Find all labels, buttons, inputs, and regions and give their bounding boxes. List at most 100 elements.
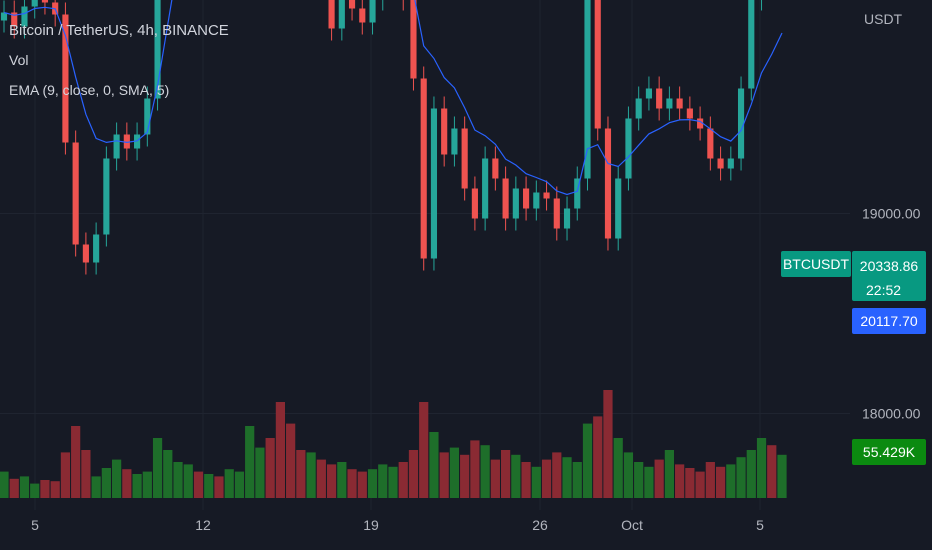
candle-body	[512, 188, 519, 219]
time-tick-label: 12	[195, 517, 211, 533]
candle-body	[502, 178, 509, 219]
volume-bar	[705, 462, 715, 498]
volume-bar	[30, 483, 40, 498]
candle-body	[553, 198, 560, 229]
volume-bar	[81, 450, 91, 498]
currency-label: USDT	[864, 11, 903, 27]
time-tick-label: 19	[363, 517, 379, 533]
time-tick-label: Oct	[621, 517, 643, 533]
candle-body	[635, 98, 642, 119]
volume-bar	[347, 469, 357, 498]
candle-body	[31, 0, 38, 7]
volume-bar	[408, 450, 419, 498]
volume-bar	[511, 454, 521, 498]
time-tick-label: 5	[31, 517, 39, 533]
volume-bar	[0, 471, 9, 498]
volume-bar	[767, 445, 777, 498]
candle-body	[676, 98, 683, 109]
candle-body	[338, 0, 345, 29]
volume-bar	[644, 466, 654, 498]
volume-bar	[572, 462, 582, 498]
candle-body	[0, 12, 8, 21]
candle-body	[697, 118, 704, 129]
volume-bar	[378, 464, 388, 498]
ema-value: 20117.70	[860, 313, 918, 329]
candle-body	[11, 12, 18, 27]
volume-bar	[500, 450, 511, 498]
volume-bar	[398, 462, 408, 498]
candle-body	[574, 178, 581, 209]
volume-bar	[388, 466, 398, 498]
candle-body	[62, 14, 69, 143]
candle-body	[113, 134, 120, 159]
volume-bar	[439, 452, 449, 498]
volume-bar	[582, 423, 593, 498]
volume-bar	[337, 462, 347, 498]
volume-bar	[675, 464, 685, 498]
candle-body	[656, 88, 663, 109]
candle-body	[737, 88, 745, 159]
candle-body	[134, 134, 141, 149]
ema-value-tag	[852, 308, 926, 334]
volume-bar	[275, 402, 286, 498]
candle-body	[72, 142, 79, 245]
ema-legend: EMA (9, close, 0, SMA, 5)	[9, 82, 170, 98]
candle-body	[41, 0, 49, 3]
volume-bar	[777, 454, 787, 498]
volume-bar	[715, 466, 726, 498]
time-tick-label: 26	[532, 517, 548, 533]
volume-bar	[593, 416, 603, 498]
candle-body	[492, 158, 499, 179]
volume-bar	[357, 471, 367, 498]
candle-body	[430, 108, 438, 259]
candle-body	[348, 0, 356, 9]
volume-bar	[60, 452, 71, 498]
volume-bar	[173, 462, 183, 498]
volume-bar	[101, 468, 111, 498]
candle-body	[471, 188, 478, 219]
volume-bar	[91, 476, 101, 498]
candle-body	[533, 192, 540, 209]
volume-bar	[142, 471, 152, 498]
candle-body	[543, 192, 550, 199]
volume-bar	[746, 450, 756, 498]
candle-body	[144, 98, 151, 135]
candle-body	[123, 134, 130, 149]
candle-body	[727, 158, 734, 169]
chart-title: Bitcoin / TetherUS, 4h, BINANCE	[9, 22, 229, 39]
volume-bar	[326, 464, 337, 498]
price-tick-label: 18000.00	[862, 406, 921, 422]
volume-bar	[183, 464, 193, 498]
candle-body	[441, 108, 448, 155]
last-price-tag	[852, 251, 926, 301]
ema-line	[3, 0, 783, 196]
volume-bar	[429, 432, 439, 498]
volume-bar	[193, 471, 204, 498]
volume-bar	[204, 474, 214, 498]
candle-body	[717, 158, 724, 169]
volume-bar	[756, 438, 767, 498]
volume-bar	[152, 438, 163, 498]
price-tick-label: 19000.00	[862, 206, 921, 222]
volume-bar	[306, 452, 316, 498]
candle-body	[523, 188, 530, 209]
volume-bar	[531, 466, 541, 498]
volume-bar	[613, 438, 623, 498]
volume-bar	[224, 469, 234, 498]
volume-bar	[255, 447, 265, 498]
candle-body	[748, 0, 755, 89]
volume-bar	[685, 468, 695, 498]
volume-bar	[286, 423, 296, 498]
candle-body	[666, 98, 673, 109]
volume-bar	[132, 474, 142, 498]
volume-bar	[163, 450, 173, 498]
volume-bar	[460, 454, 470, 498]
volume-bar	[603, 390, 613, 498]
volume-bar	[40, 480, 50, 498]
volume-bar	[214, 476, 224, 498]
volume-bar	[552, 452, 562, 498]
candle-body	[82, 244, 89, 263]
candle-body	[154, 0, 161, 99]
candle-body	[410, 0, 417, 79]
